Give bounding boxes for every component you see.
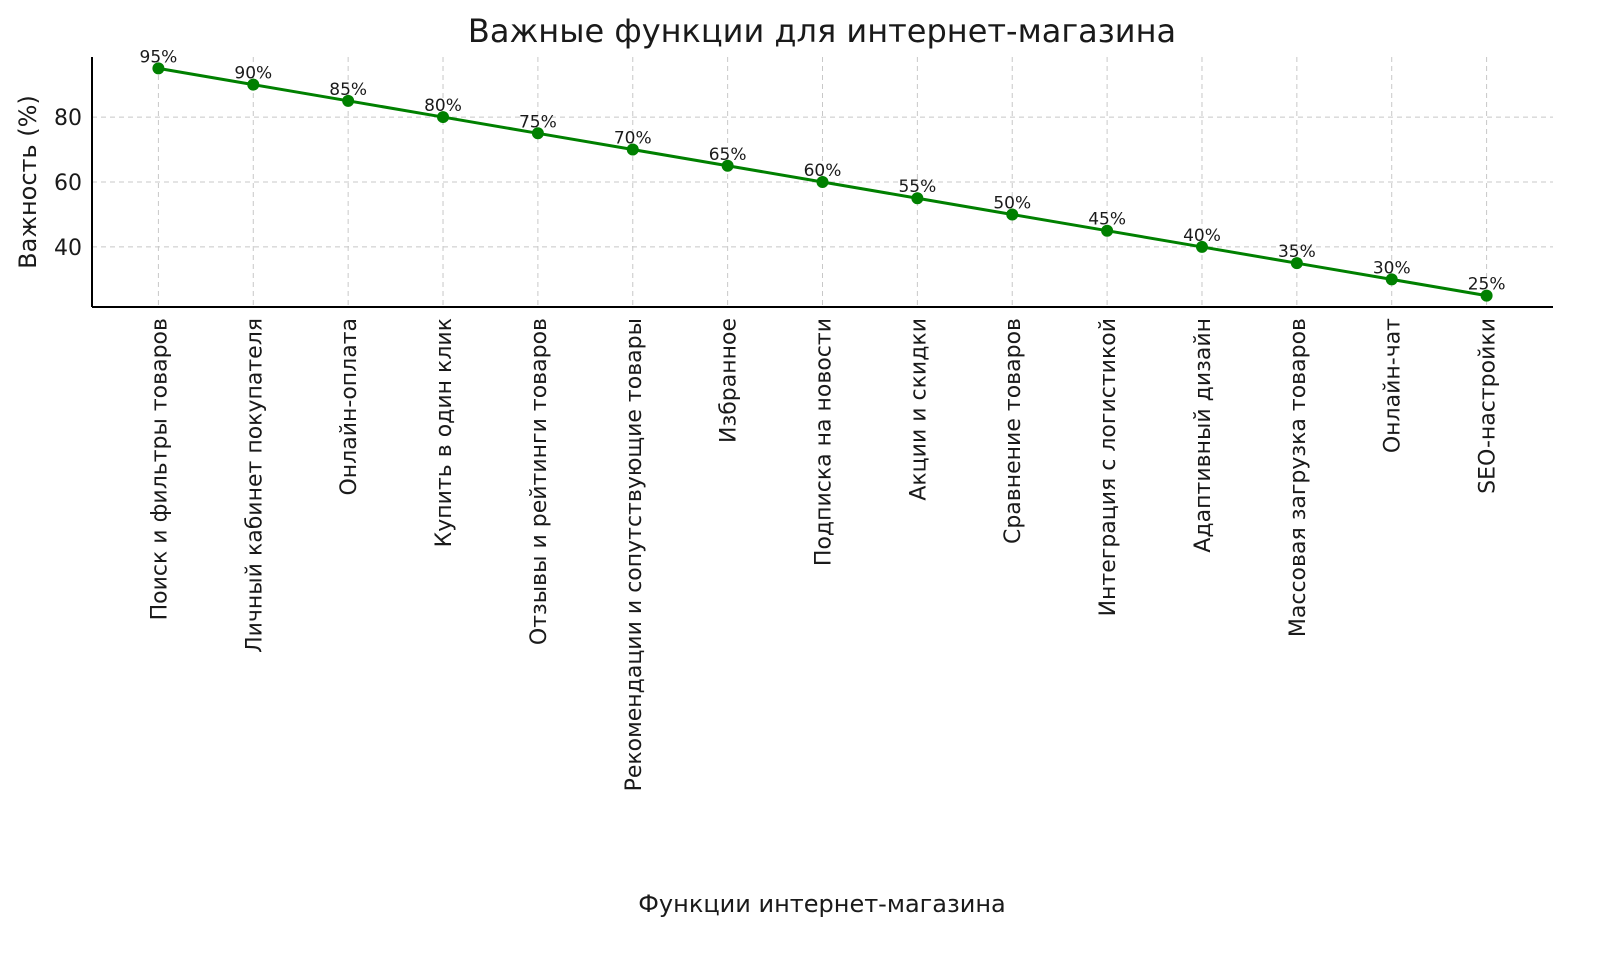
y-tick-label: 40	[54, 236, 82, 261]
x-tick-label: Акции и скидки	[906, 318, 931, 501]
data-label: 40%	[1183, 226, 1221, 246]
x-tick-label: Избранное	[717, 318, 742, 443]
x-tick-label: SEO-настройки	[1476, 318, 1501, 494]
x-tick-label: Поиск и фильтры товаров	[147, 318, 172, 620]
data-label: 70%	[614, 129, 652, 149]
data-point	[626, 143, 639, 156]
x-tick-label: Адаптивный дизайн	[1191, 318, 1216, 553]
x-tick-label: Рекомендации и сопутствующие товары	[622, 318, 647, 791]
y-axis-label: Важность (%)	[14, 95, 42, 269]
data-label: 25%	[1468, 275, 1506, 295]
x-axis-label: Функции интернет-магазина	[638, 890, 1005, 918]
data-point	[1101, 224, 1114, 237]
data-point	[1385, 273, 1398, 286]
data-label: 35%	[1278, 242, 1316, 262]
data-point	[531, 127, 544, 140]
x-tick-label: Массовая загрузка товаров	[1286, 318, 1311, 637]
data-label: 65%	[709, 145, 747, 165]
chart-title: Важные функции для интернет-магазина	[468, 12, 1176, 50]
x-tick-label: Отзывы и рейтинги товаров	[527, 318, 552, 645]
data-point	[247, 78, 260, 91]
data-label: 60%	[804, 161, 842, 181]
data-label: 55%	[898, 177, 936, 197]
data-point	[437, 111, 450, 124]
data-label: 50%	[993, 193, 1031, 213]
y-axis-ticks: 40 60 80	[54, 106, 82, 261]
x-tick-label: Онлайн-чат	[1381, 318, 1406, 453]
x-tick-label: Подписка на новости	[812, 318, 837, 566]
data-point	[1195, 240, 1208, 253]
data-point	[1006, 208, 1019, 221]
grid	[92, 57, 1553, 307]
data-point	[816, 176, 829, 188]
data-point	[911, 192, 924, 205]
data-label: 95%	[140, 47, 178, 67]
data-label: 85%	[329, 80, 367, 100]
data-label: 80%	[424, 96, 462, 116]
data-point	[1480, 289, 1493, 302]
data-label: 90%	[234, 64, 272, 84]
data-label: 30%	[1373, 258, 1411, 278]
x-tick-label: Купить в один клик	[432, 318, 457, 547]
data-point	[152, 62, 165, 75]
data-labels: 95% 90% 85% 80% 75% 70% 65% 60% 55% 50% 45% 40% 35% 3…	[140, 47, 1506, 294]
x-tick-label: Личный кабинет покупателя	[242, 318, 267, 653]
data-points	[152, 62, 1493, 302]
y-tick-label: 80	[54, 106, 82, 131]
data-label: 75%	[519, 112, 557, 132]
x-tick-label: Сравнение товаров	[1001, 318, 1026, 544]
x-axis-ticks: Поиск и фильтры товаров Личный кабинет по…	[147, 318, 1500, 792]
x-tick-label: Онлайн-оплата	[337, 318, 362, 496]
y-tick-label: 60	[54, 171, 82, 196]
data-point	[721, 159, 734, 172]
data-label: 45%	[1088, 210, 1126, 230]
data-point	[1290, 257, 1303, 270]
x-tick-label: Интеграция с логистикой	[1096, 318, 1121, 616]
data-point	[342, 94, 355, 107]
